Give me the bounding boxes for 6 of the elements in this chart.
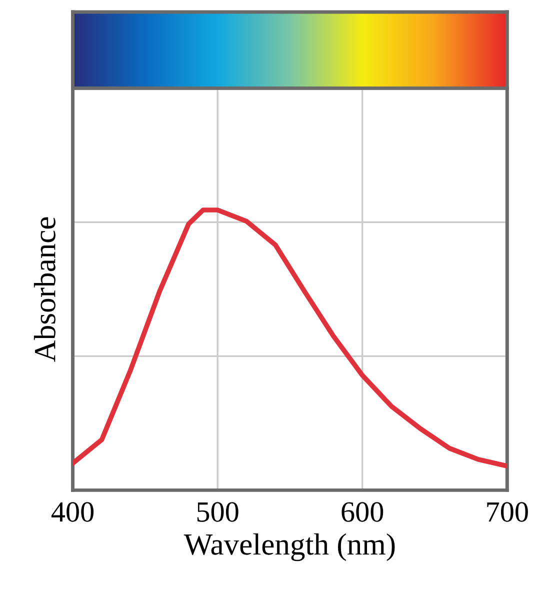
x-tick-label: 500 [197, 502, 238, 522]
x-tick-label: 400 [51, 502, 94, 522]
x-tick-label: 600 [342, 502, 384, 522]
x-tick-label: 700 [487, 502, 528, 522]
x-axis-title: Wavelength (nm) [184, 533, 395, 562]
y-axis-title: Absorbance [34, 217, 56, 362]
